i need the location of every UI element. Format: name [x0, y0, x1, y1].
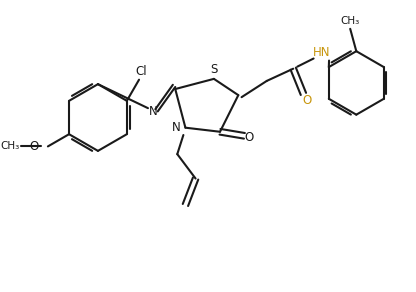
Text: HN: HN: [313, 46, 330, 59]
Text: O: O: [302, 93, 311, 107]
Text: Cl: Cl: [135, 65, 147, 78]
Text: CH₃: CH₃: [341, 16, 360, 27]
Text: N: N: [172, 121, 181, 134]
Text: S: S: [210, 63, 218, 77]
Text: O: O: [245, 131, 254, 144]
Text: N: N: [149, 105, 157, 118]
Text: O: O: [29, 140, 38, 153]
Text: CH₃: CH₃: [0, 141, 20, 152]
